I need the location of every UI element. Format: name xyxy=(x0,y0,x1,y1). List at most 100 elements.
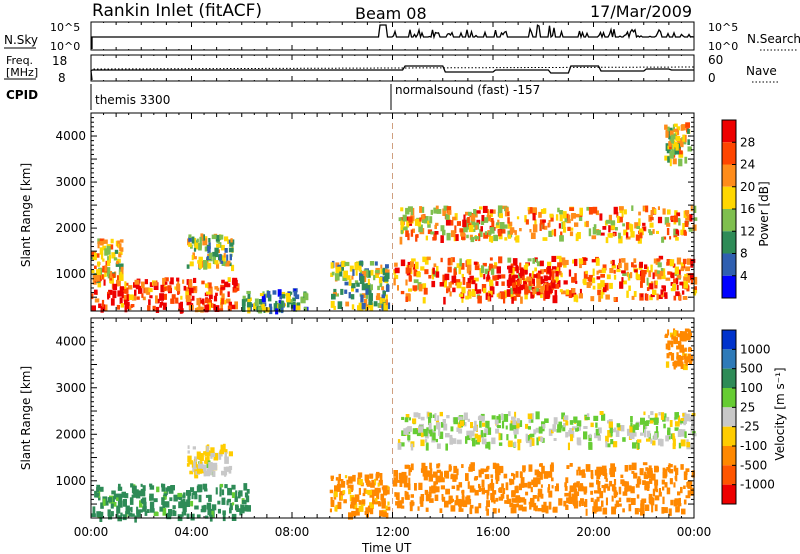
velocity-cell xyxy=(414,483,417,491)
velocity-cell xyxy=(657,438,662,446)
power-cell xyxy=(447,266,452,273)
velocity-cell xyxy=(365,507,369,515)
velocity-cell xyxy=(487,484,490,491)
velocity-cell xyxy=(429,486,433,492)
velocity-cell xyxy=(434,494,439,501)
velocity-cell xyxy=(652,488,656,497)
power-cell xyxy=(489,279,494,287)
power-cell xyxy=(639,232,643,239)
power-cell xyxy=(335,273,340,281)
power-cell xyxy=(583,271,588,280)
power-cell xyxy=(405,279,408,286)
power-cell xyxy=(493,262,498,267)
power-cell xyxy=(412,285,418,291)
velocity-cell xyxy=(685,362,688,366)
power-cell xyxy=(439,282,444,287)
xtick-label: 00:00 xyxy=(74,525,109,539)
power-cell xyxy=(128,294,134,300)
velocity-cell xyxy=(456,484,460,491)
power-cell xyxy=(360,294,364,303)
velocity-cell xyxy=(528,417,534,423)
velocity-cell xyxy=(481,415,485,422)
power-cell xyxy=(285,292,290,297)
velocity-cell xyxy=(147,509,150,513)
power-cell xyxy=(646,287,650,291)
velocity-cell xyxy=(121,491,126,498)
velocity-cell xyxy=(498,432,501,441)
power-cell xyxy=(667,156,671,163)
power-cell xyxy=(546,276,551,281)
power-cell xyxy=(634,222,639,229)
power-cell xyxy=(690,278,693,285)
power-cell xyxy=(679,281,684,286)
power-cell xyxy=(254,298,259,307)
power-cell xyxy=(131,304,135,308)
power-cell xyxy=(676,138,682,145)
power-cell xyxy=(224,299,227,305)
velocity-cell xyxy=(134,515,137,523)
power-cell xyxy=(170,277,174,285)
power-cell xyxy=(685,211,689,217)
velocity-cell xyxy=(100,511,104,519)
power-cell xyxy=(227,291,230,297)
velocity-cell xyxy=(561,412,565,420)
velocity-cell xyxy=(156,486,160,493)
power-cell xyxy=(468,267,472,275)
velocity-cell xyxy=(504,500,509,504)
power-cell xyxy=(608,225,611,233)
velocity-cell xyxy=(683,471,688,476)
velocity-cell xyxy=(478,503,482,509)
power-cell xyxy=(666,222,671,227)
velocity-cell xyxy=(490,492,495,501)
power-cell xyxy=(467,289,471,293)
velocity-cell xyxy=(122,514,127,521)
velocity-cell xyxy=(471,437,476,442)
velocity-cell xyxy=(110,503,114,509)
power-cell xyxy=(660,289,663,295)
velocity-cell xyxy=(423,428,428,437)
velocity-cell xyxy=(213,452,219,461)
velocity-cell xyxy=(552,507,558,513)
velocity-cell xyxy=(443,423,448,431)
power-cell xyxy=(676,217,681,222)
power-cell xyxy=(202,238,208,246)
power-cell xyxy=(110,244,114,250)
power-colorbar-tick: 4 xyxy=(740,269,748,283)
power-cell xyxy=(512,284,518,292)
velocity-cell xyxy=(589,482,594,488)
power-cell xyxy=(422,256,426,263)
velocity-cell xyxy=(485,441,489,449)
power-cell xyxy=(180,295,183,300)
power-cell xyxy=(489,257,493,261)
power-cell xyxy=(574,258,578,267)
velocity-cell xyxy=(614,466,617,472)
velocity-cell xyxy=(478,486,482,492)
power-cell xyxy=(344,281,349,286)
power-cell xyxy=(149,282,154,288)
velocity-cell xyxy=(592,506,597,514)
velocity-cell xyxy=(187,445,190,449)
velocity-cell xyxy=(646,430,651,438)
power-cell xyxy=(527,209,531,215)
beam-title: Beam 08 xyxy=(355,4,427,23)
ytick-label: 1000 xyxy=(55,267,86,281)
velocity-cell xyxy=(556,483,559,487)
power-cell xyxy=(382,296,386,304)
power-cell xyxy=(421,218,426,223)
power-cell xyxy=(456,282,462,289)
power-cell xyxy=(508,274,511,280)
velocity-cell xyxy=(503,473,508,479)
power-cell xyxy=(247,306,251,314)
power-cell xyxy=(377,285,380,291)
velocity-cell xyxy=(534,469,540,476)
velocity-cell xyxy=(633,424,638,430)
power-cell xyxy=(363,274,367,283)
power-cell xyxy=(618,236,623,244)
power-cell xyxy=(666,228,670,236)
power-cell xyxy=(530,291,534,299)
power-cell xyxy=(208,252,213,260)
power-cell xyxy=(471,280,476,285)
power-cell xyxy=(393,277,396,286)
velocity-cell xyxy=(184,502,188,507)
